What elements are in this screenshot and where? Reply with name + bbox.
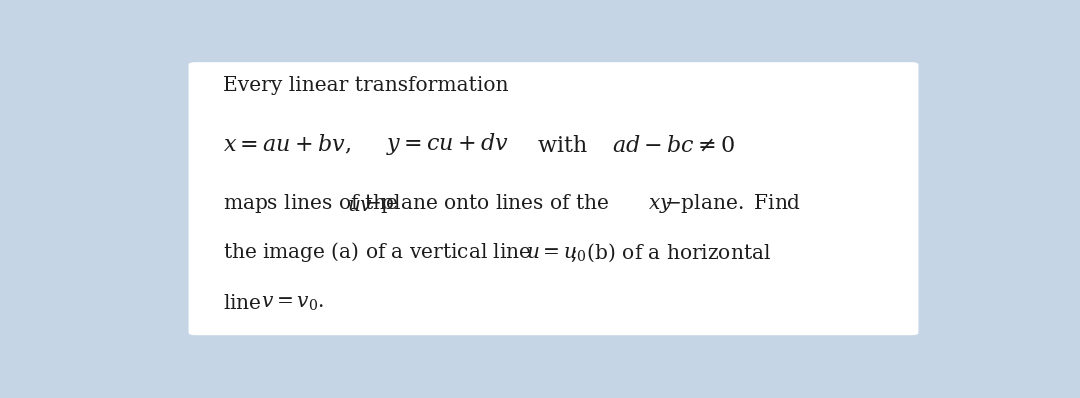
- Text: $y = cu + dv$: $y = cu + dv$: [387, 131, 509, 156]
- Text: $ad - bc \neq 0$: $ad - bc \neq 0$: [612, 135, 735, 156]
- Text: Every linear transformation: Every linear transformation: [222, 76, 509, 95]
- Text: $u = u_0$: $u = u_0$: [526, 245, 586, 264]
- Text: $v = v_0.$: $v = v_0.$: [261, 294, 325, 313]
- Text: $\mathrm{-plane.\ Find}$: $\mathrm{-plane.\ Find}$: [664, 192, 801, 215]
- Text: $\mathrm{the\ image\ (a)\ of\ a\ vertical\ line\ }$: $\mathrm{the\ image\ (a)\ of\ a\ vertica…: [222, 240, 531, 264]
- Text: $xy$: $xy$: [648, 196, 673, 215]
- Text: $\mathrm{-plane\ onto\ lines\ of\ the\ }$: $\mathrm{-plane\ onto\ lines\ of\ the\ }…: [364, 192, 609, 215]
- FancyBboxPatch shape: [189, 62, 918, 335]
- Text: $\mathrm{;\ (b)\ of\ a\ horizontal}$: $\mathrm{;\ (b)\ of\ a\ horizontal}$: [570, 241, 771, 264]
- Text: $\mathrm{line\ }$: $\mathrm{line\ }$: [222, 294, 261, 313]
- Text: $\mathrm{maps\ lines\ of\ the\ }$: $\mathrm{maps\ lines\ of\ the\ }$: [222, 192, 397, 215]
- Text: $x = au + bv,$: $x = au + bv,$: [222, 133, 351, 156]
- Text: $uv$: $uv$: [347, 196, 373, 215]
- Text: $\mathrm{with}$: $\mathrm{with}$: [537, 135, 588, 156]
